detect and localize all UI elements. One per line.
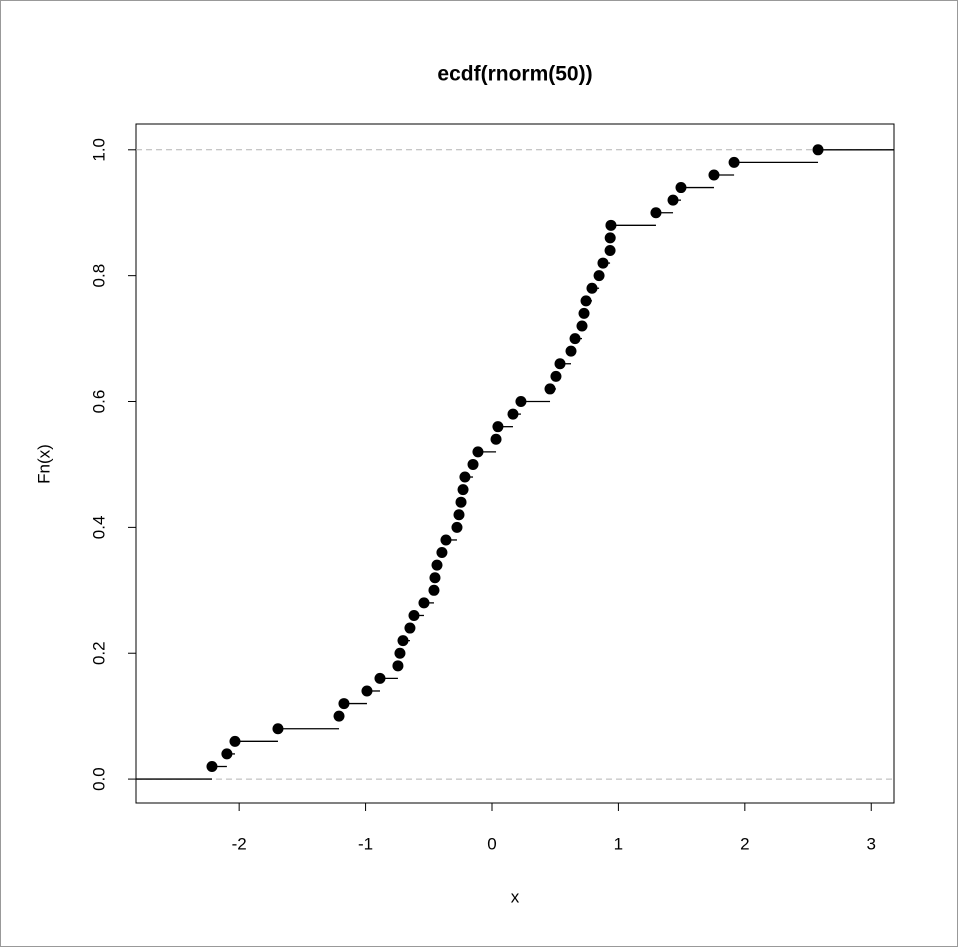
point <box>429 572 441 584</box>
point <box>338 698 350 710</box>
point <box>708 169 720 181</box>
point <box>272 723 284 735</box>
point <box>467 458 479 470</box>
point <box>206 761 218 773</box>
point <box>436 547 448 559</box>
point <box>728 156 740 168</box>
y-tick-label: 0.2 <box>89 641 108 665</box>
y-axis-label: Fn(x) <box>34 444 53 484</box>
point <box>221 748 233 760</box>
point <box>586 282 598 294</box>
point <box>604 244 616 256</box>
y-tick-label: 0.6 <box>89 390 108 414</box>
point <box>431 559 443 571</box>
point <box>580 295 592 307</box>
point <box>490 433 502 445</box>
point <box>544 383 556 395</box>
y-tick-label: 1.0 <box>89 138 108 162</box>
x-tick-label: 2 <box>740 834 749 853</box>
point <box>472 446 484 458</box>
point <box>229 735 241 747</box>
point <box>507 408 519 420</box>
point <box>374 672 386 684</box>
point <box>361 685 373 697</box>
point <box>605 219 617 231</box>
point <box>404 622 416 634</box>
point <box>554 358 566 370</box>
point <box>550 370 562 382</box>
x-tick-label: 1 <box>614 834 623 853</box>
y-tick-label: 0.0 <box>89 767 108 791</box>
point <box>650 207 662 219</box>
y-tick-label: 0.4 <box>89 516 108 540</box>
point <box>597 257 609 269</box>
point <box>515 396 527 408</box>
point <box>459 471 471 483</box>
point <box>394 647 406 659</box>
point <box>428 584 440 596</box>
point <box>397 635 409 647</box>
point <box>451 521 463 533</box>
point <box>604 232 616 244</box>
point <box>392 660 404 672</box>
point <box>457 484 469 496</box>
point <box>565 345 577 357</box>
point <box>675 182 687 194</box>
point <box>576 320 588 332</box>
point <box>418 597 430 609</box>
x-tick-label: 0 <box>487 834 496 853</box>
point <box>569 333 581 345</box>
y-tick-label: 0.8 <box>89 264 108 288</box>
point <box>593 270 605 282</box>
x-tick-label: 3 <box>867 834 876 853</box>
x-tick-label: -1 <box>358 834 373 853</box>
point <box>812 144 824 156</box>
point <box>492 421 504 433</box>
point <box>455 496 467 508</box>
x-axis-label: x <box>511 887 520 906</box>
point <box>440 534 452 546</box>
point <box>408 609 420 621</box>
point <box>453 509 465 521</box>
chart-title: ecdf(rnorm(50)) <box>437 63 592 86</box>
point <box>667 194 679 206</box>
point <box>333 710 345 722</box>
plot-box <box>135 123 895 804</box>
point <box>578 307 590 319</box>
x-tick-label: -2 <box>232 834 247 853</box>
